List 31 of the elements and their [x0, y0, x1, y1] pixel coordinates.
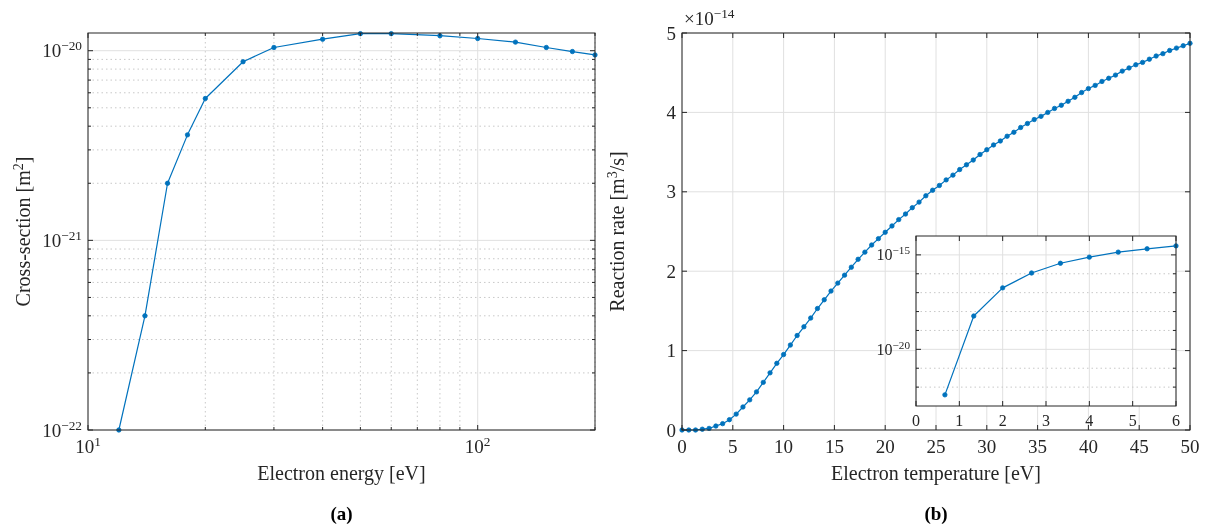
x-tick-label: 10$^{2}$ — [464, 433, 491, 457]
y-tick-label: 10$^{−15}$ — [876, 244, 911, 264]
y-tick-label: 3 — [666, 181, 676, 203]
x-tick-label: 4 — [1085, 412, 1094, 429]
text: ×10$^{−14}$ — [684, 5, 735, 29]
x-tick-label: 35 — [1028, 436, 1048, 457]
x-tick-label: 6 — [1172, 412, 1180, 429]
x-tick-label: 30 — [977, 436, 997, 457]
y-tick-label: 10$^{−20}$ — [876, 338, 911, 358]
x-tick-label: 25 — [926, 436, 946, 457]
x-tick-label: 10 — [774, 436, 794, 457]
x-tick-label: 3 — [1042, 412, 1050, 429]
y-tick-label: 2 — [666, 260, 676, 282]
x-tick-label: 15 — [824, 436, 844, 457]
x-tick-label: 40 — [1078, 436, 1098, 457]
y-tick-label: 5 — [666, 22, 676, 44]
y-tick-label: 1 — [666, 340, 676, 362]
x-tick-label: 50 — [1180, 436, 1200, 457]
text: (a) — [330, 503, 353, 525]
y-tick-label: 10$^{−20}$ — [42, 37, 83, 62]
y-tick-label: 10$^{−21}$ — [42, 227, 82, 252]
x-tick-label: 5 — [728, 436, 738, 457]
text: (b) — [924, 503, 948, 525]
x-axis-title: Electron energy [eV] — [257, 462, 426, 485]
x-tick-label: 2 — [998, 412, 1007, 429]
x-tick-label: 45 — [1129, 436, 1149, 457]
y-tick-label: 4 — [666, 102, 677, 124]
x-tick-label: 20 — [875, 436, 895, 457]
x-axis-title: Electron temperature [eV] — [831, 462, 1041, 485]
x-tick-label: 1 — [955, 412, 964, 429]
x-tick-label: 5 — [1128, 412, 1137, 429]
